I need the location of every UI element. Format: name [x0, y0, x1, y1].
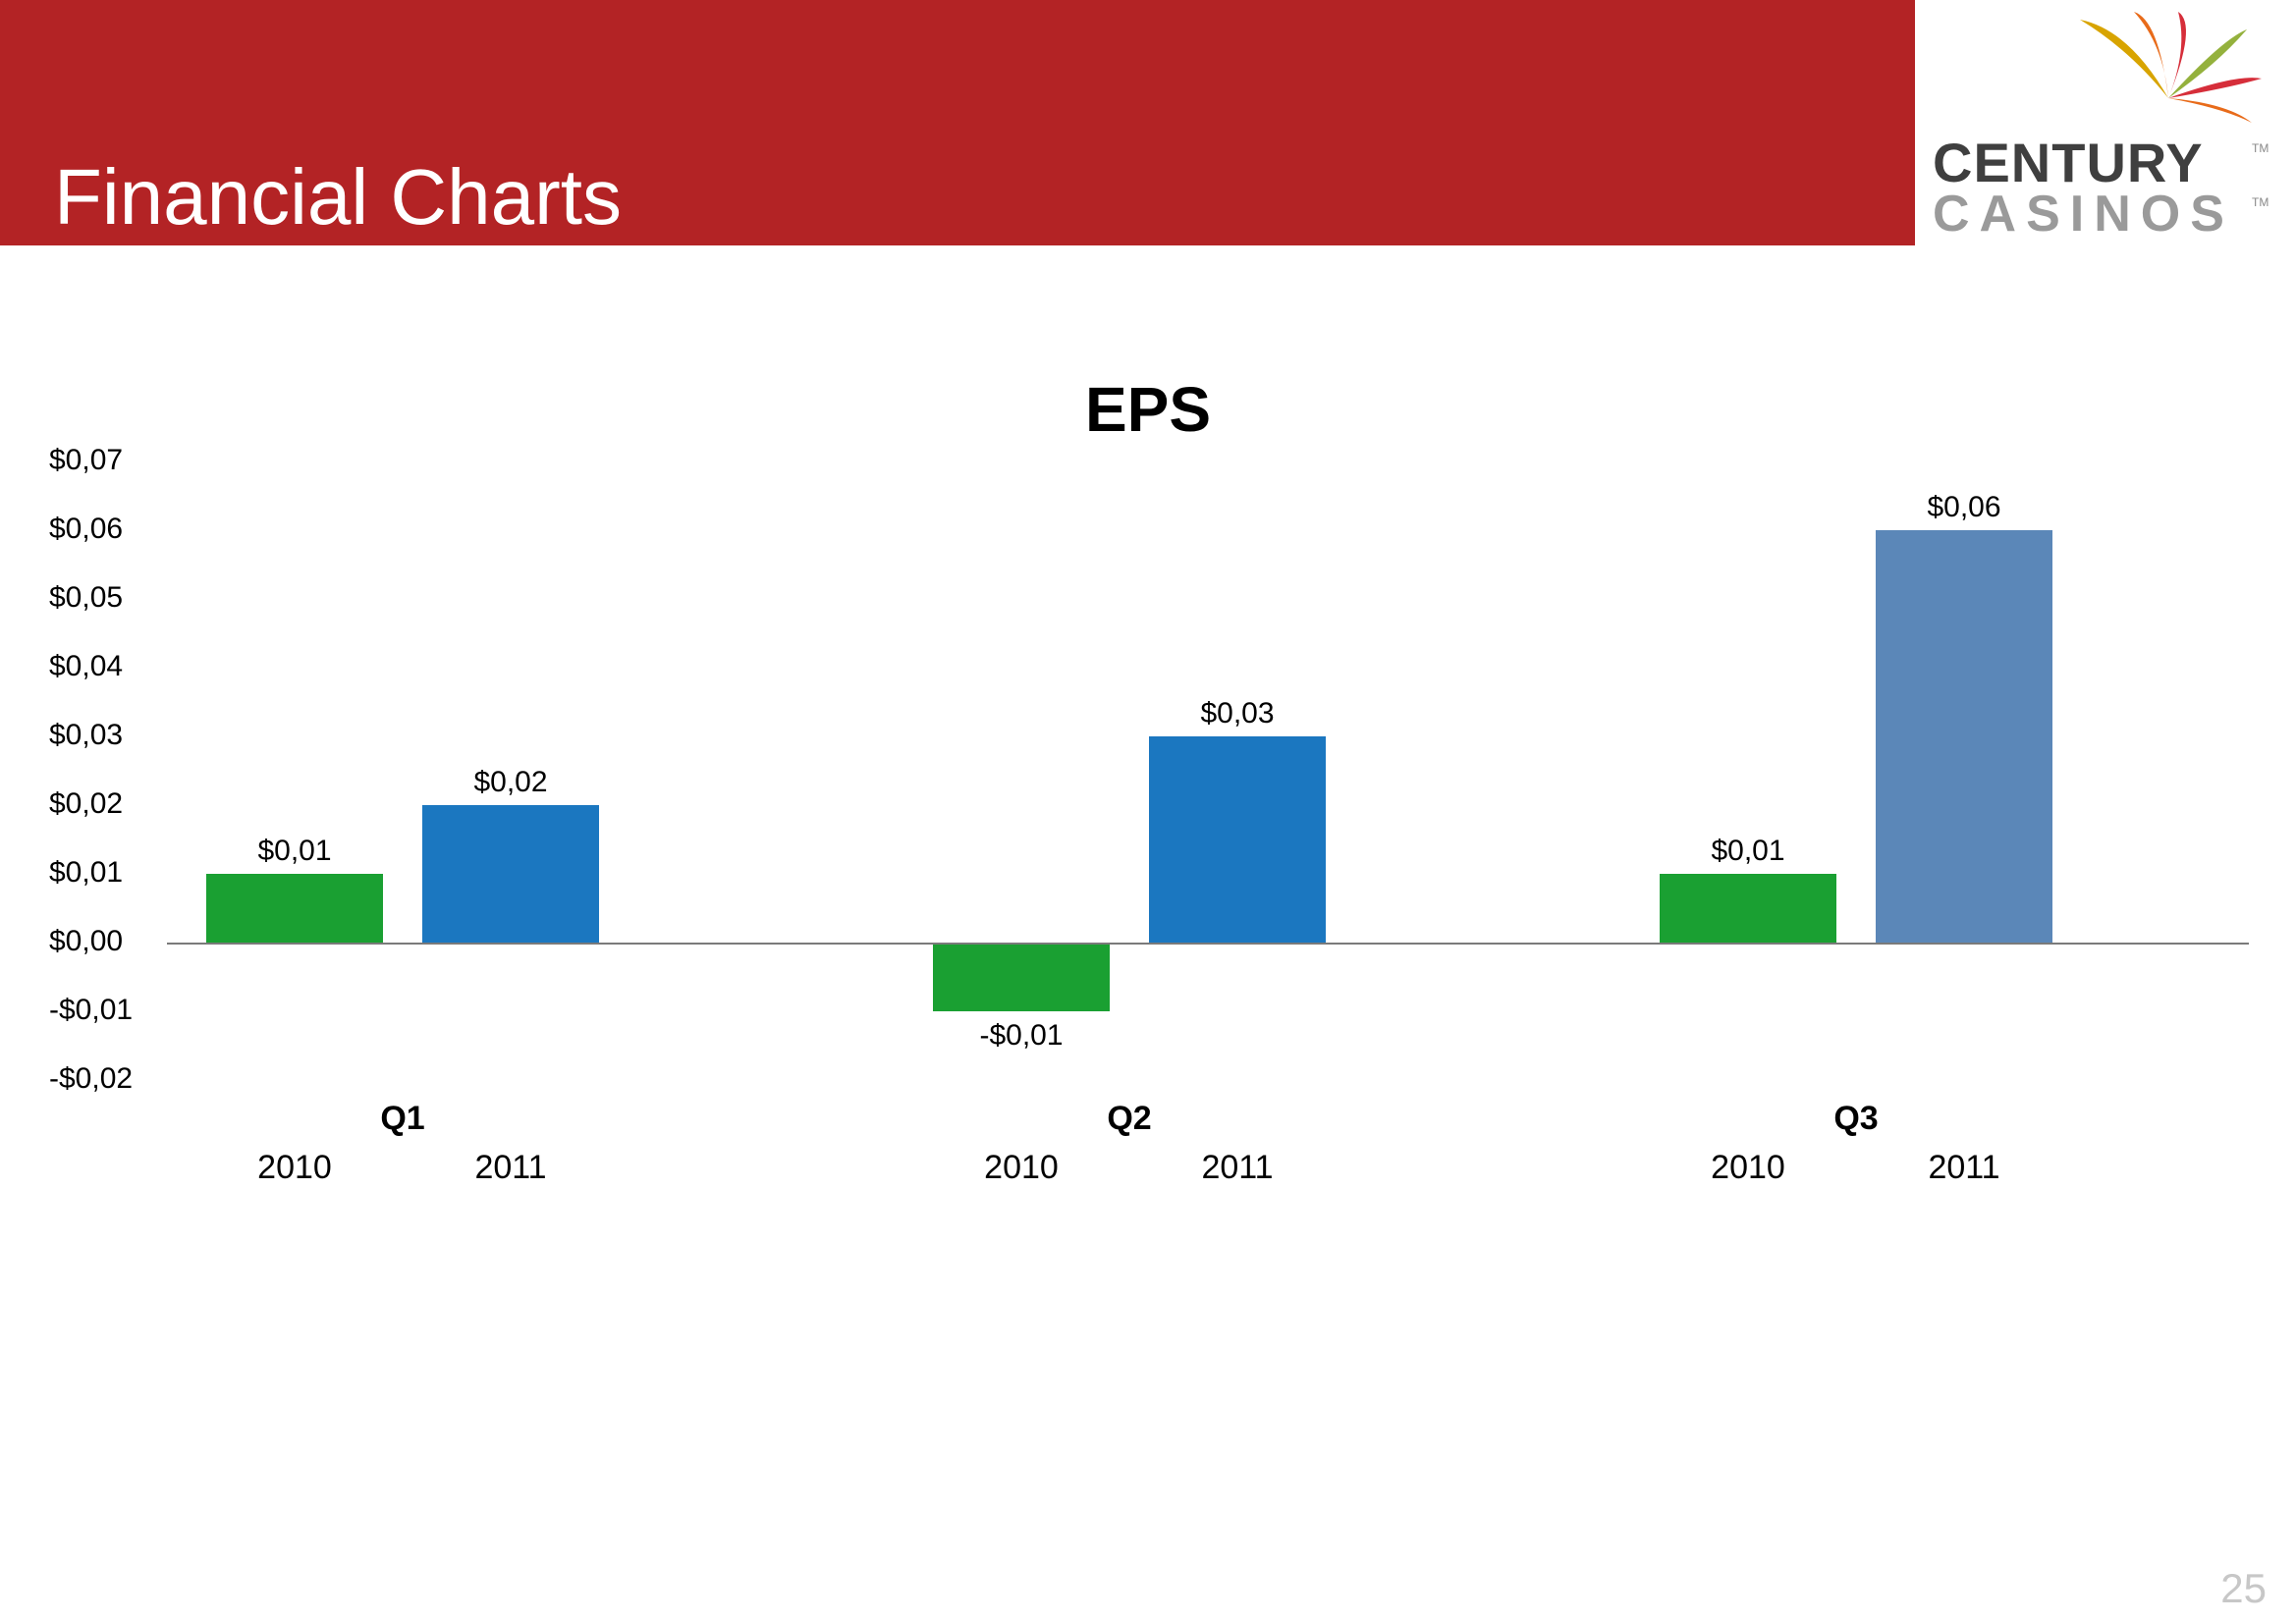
bar-value-label: $0,06	[1866, 491, 2062, 524]
bar	[1660, 874, 1836, 943]
y-tick-label: $0,07	[49, 444, 123, 477]
bar-value-label: $0,01	[196, 835, 393, 868]
bar	[422, 805, 599, 943]
y-tick-label: $0,01	[49, 856, 123, 890]
y-tick-label: $0,04	[49, 650, 123, 683]
group-label: Q1	[304, 1100, 501, 1138]
eps-chart: -$0,02 -$0,01 $0,00 $0,01 $0,02 $0,03 $0,04 $0,…	[49, 461, 2249, 1198]
year-label: 2011	[412, 1149, 609, 1187]
bar	[1876, 530, 2052, 943]
century-casinos-logo: CENTURY CASINOS TM TM	[1923, 10, 2276, 245]
y-tick-label: -$0,02	[49, 1062, 133, 1096]
svg-text:TM: TM	[2252, 195, 2269, 209]
year-label: 2010	[196, 1149, 393, 1187]
y-tick-label: $0,05	[49, 581, 123, 615]
page-title: Financial Charts	[54, 152, 622, 243]
y-tick-label: $0,03	[49, 719, 123, 752]
year-label: 2010	[923, 1149, 1120, 1187]
year-label: 2010	[1650, 1149, 1846, 1187]
bar	[933, 943, 1110, 1011]
logo-text-line2: CASINOS	[1933, 186, 2234, 243]
group-label: Q2	[1031, 1100, 1228, 1138]
bar-value-label: $0,02	[412, 766, 609, 799]
year-label: 2011	[1139, 1149, 1336, 1187]
y-tick-label: $0,00	[49, 925, 123, 958]
bar-value-label: $0,01	[1650, 835, 1846, 868]
page-number: 25	[2220, 1565, 2267, 1612]
x-axis-line	[167, 943, 2249, 945]
group-label: Q3	[1758, 1100, 1954, 1138]
y-tick-label: $0,06	[49, 513, 123, 546]
y-tick-label: -$0,01	[49, 994, 133, 1027]
svg-text:TM: TM	[2252, 141, 2269, 155]
chart-plot: $0,01$0,02-$0,01$0,03$0,01$0,06$0,03	[167, 461, 2249, 1080]
logo-text-line1: CENTURY	[1933, 132, 2204, 193]
bar-value-label: -$0,01	[923, 1019, 1120, 1053]
bar	[1149, 736, 1326, 943]
y-tick-label: $0,02	[49, 787, 123, 821]
bar	[206, 874, 383, 943]
bar-value-label: $0,03	[1139, 697, 1336, 730]
chart-title: EPS	[0, 373, 2296, 446]
year-label: 2011	[1866, 1149, 2062, 1187]
